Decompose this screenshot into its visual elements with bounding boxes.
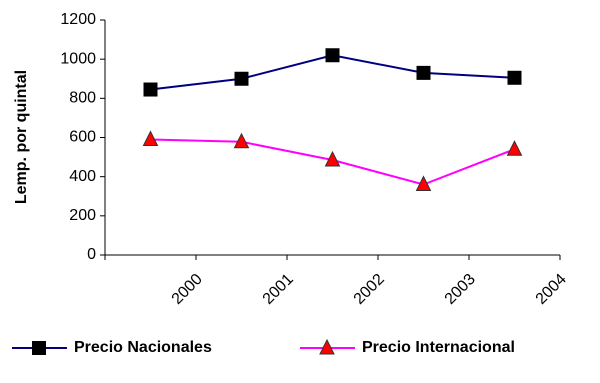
legend-marker — [32, 341, 46, 355]
legend-item-2: Precio Internacional — [300, 338, 515, 356]
data-point — [233, 132, 250, 149]
series-2 — [142, 130, 523, 191]
legend-label: Precio Nacionales — [74, 339, 212, 356]
legend-label: Precio Internacional — [362, 339, 515, 356]
y-axis-label: Lemp. por quintal — [13, 70, 30, 204]
x-tick-label: 2004 — [533, 271, 570, 308]
data-point — [416, 65, 431, 80]
legend-marker — [319, 338, 335, 355]
y-ticks: 0 200 400 600 800 1000 1200 — [60, 11, 105, 263]
legend-item-1: Precio Nacionales — [12, 339, 212, 356]
series-layer — [142, 48, 523, 191]
x-ticks: 2000 2001 2002 2003 2004 — [104, 255, 570, 308]
series-1 — [143, 48, 522, 97]
y-tick-label: 600 — [69, 129, 96, 146]
y-tick-label: 0 — [87, 246, 96, 263]
x-tick-label: 2001 — [260, 271, 297, 308]
x-tick-label: 2002 — [351, 271, 388, 308]
y-tick-label: 800 — [69, 90, 96, 107]
data-point — [142, 130, 159, 146]
y-tick-label: 1200 — [60, 11, 96, 28]
x-tick-label: 2003 — [442, 271, 479, 308]
x-tick-label: 2000 — [169, 271, 206, 308]
y-tick-label: 200 — [69, 207, 96, 224]
data-point — [234, 71, 249, 86]
data-point — [507, 70, 522, 85]
data-point — [143, 82, 158, 97]
data-point — [325, 48, 340, 63]
y-tick-label: 400 — [69, 168, 96, 185]
data-point — [415, 175, 432, 191]
legend: Precio Nacionales Precio Internacional — [12, 338, 515, 356]
data-point — [506, 140, 523, 156]
data-point — [324, 150, 341, 167]
y-tick-label: 1000 — [60, 50, 96, 67]
